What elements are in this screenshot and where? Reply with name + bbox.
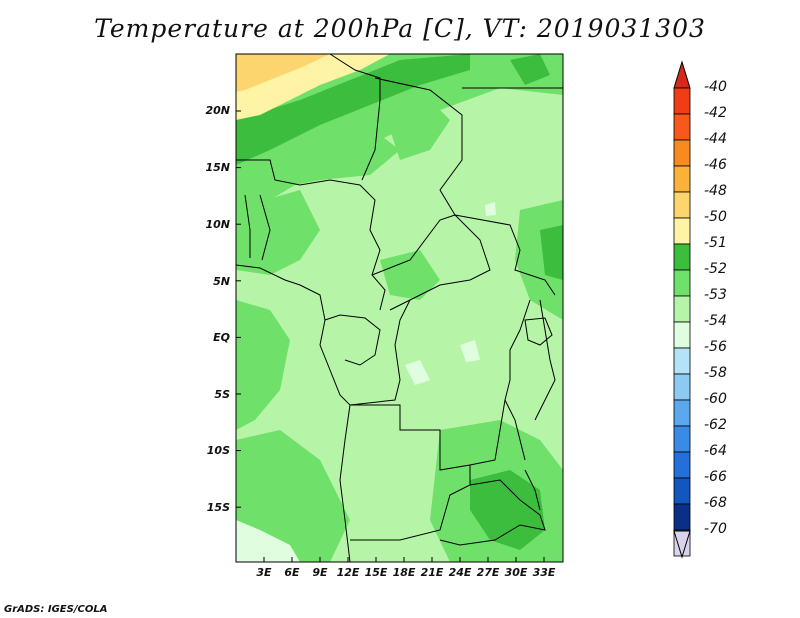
border-gabon-congo xyxy=(324,314,381,366)
colorbar-swatch-minus-51 xyxy=(673,243,691,271)
lon-label-21e: 21E xyxy=(420,566,444,579)
colorbar-swatch-minus-68 xyxy=(673,503,691,531)
colorbar-swatch-minus-54 xyxy=(673,321,691,349)
lake-tanganyika xyxy=(504,399,526,461)
map-frame xyxy=(235,53,564,563)
grads-credit: GrADS: IGES/COLA xyxy=(4,604,108,615)
pocket-south-east xyxy=(470,470,545,550)
country-borders xyxy=(235,53,563,563)
colorbar-arrow-top xyxy=(673,60,691,89)
colorbar-swatch-minus-50 xyxy=(673,217,691,245)
pocket-sahara xyxy=(236,54,470,165)
lat-label-5s: 5S xyxy=(214,388,230,401)
cold-congo xyxy=(460,340,480,362)
border-car xyxy=(371,214,491,311)
lon-label-33e: 33E xyxy=(532,566,556,579)
lat-label-10s: 10S xyxy=(206,444,230,457)
border-angola xyxy=(350,404,471,541)
border-nigeria-cameroon xyxy=(359,184,386,311)
border-niger-nigeria xyxy=(236,159,361,186)
band-nile xyxy=(380,90,450,160)
legend-label-minus-50: -50 xyxy=(704,209,727,225)
legend-label-minus-58: -58 xyxy=(704,365,727,381)
legend-label-minus-70: -70 xyxy=(704,521,727,537)
cold-sw-corner xyxy=(236,520,300,562)
lat-label-10n: 10N xyxy=(205,218,230,231)
lon-label-9e: 9E xyxy=(312,566,328,579)
colorbar-swatch-minus-44 xyxy=(673,139,691,167)
border-south-sudan xyxy=(454,214,556,296)
border-west-africa xyxy=(244,194,271,261)
lon-label-6e: 6E xyxy=(284,566,300,579)
lon-label-18e: 18E xyxy=(392,566,416,579)
legend-label-minus-40: -40 xyxy=(704,79,727,95)
legend-label-minus-64: -64 xyxy=(704,443,727,459)
colorbar-swatch-minus-46 xyxy=(673,165,691,193)
lon-label-24e: 24E xyxy=(448,566,472,579)
legend-label-minus-42: -42 xyxy=(704,105,727,121)
cold-sahel xyxy=(485,202,496,216)
lake-malawi xyxy=(524,469,541,511)
lat-label-5n: 5N xyxy=(213,275,230,288)
legend-label-minus-53: -53 xyxy=(704,287,727,303)
pocket-east xyxy=(540,225,563,280)
legend-label-minus-66: -66 xyxy=(704,469,727,485)
lon-label-3e: 3E xyxy=(256,566,272,579)
colorbar-swatch-minus-62 xyxy=(673,425,691,453)
border-drc-east xyxy=(469,299,531,466)
legend-label-minus-68: -68 xyxy=(704,495,727,511)
pocket-north-east xyxy=(510,54,550,85)
colorbar-swatch-minus-60 xyxy=(673,399,691,427)
legend-label-minus-44: -44 xyxy=(704,131,727,147)
lon-label-30e: 30E xyxy=(504,566,528,579)
map-title: Temperature at 200hPa [C], VT: 201903130… xyxy=(94,14,706,43)
lat-label-15n: 15N xyxy=(205,161,230,174)
colorbar-swatches xyxy=(673,87,691,557)
band-angola xyxy=(236,430,350,562)
legend-label-minus-54: -54 xyxy=(704,313,727,329)
colorbar-swatch-minus-64 xyxy=(673,451,691,479)
lat-label-eq: EQ xyxy=(213,331,230,344)
colorbar-swatch-minus-52 xyxy=(673,269,691,297)
legend-label-minus-48: -48 xyxy=(704,183,727,199)
band-west-coast xyxy=(236,190,320,275)
lon-label-12e: 12E xyxy=(336,566,360,579)
lon-label-27e: 27E xyxy=(476,566,500,579)
border-chad-libya xyxy=(329,53,381,181)
lake-victoria xyxy=(524,317,553,346)
legend-label-minus-56: -56 xyxy=(704,339,727,355)
longitude-ticks xyxy=(263,557,545,562)
cold-patches xyxy=(236,202,496,562)
lat-label-15s: 15S xyxy=(206,501,230,514)
border-east-africa xyxy=(534,299,556,421)
latitude-ticks xyxy=(236,110,241,508)
border-zambia xyxy=(439,479,546,546)
lon-label-15e: 15E xyxy=(364,566,388,579)
border-drc-north xyxy=(349,299,411,406)
colorbar-swatch-minus-66 xyxy=(673,477,691,505)
cold-central xyxy=(405,360,430,385)
colorbar-swatch-minus-56 xyxy=(673,347,691,375)
band-gulf xyxy=(236,300,290,430)
colorbar-arrow-bottom xyxy=(673,530,691,559)
lat-label-20n: 20N xyxy=(205,104,230,117)
colorbar-swatch-minus-48 xyxy=(673,191,691,219)
legend-label-minus-52: -52 xyxy=(704,261,727,277)
legend-label-minus-60: -60 xyxy=(704,391,727,407)
legend-label-minus-62: -62 xyxy=(704,417,727,433)
colorbar-swatch-minus-53 xyxy=(673,295,691,323)
border-sudan xyxy=(374,77,463,216)
colorbar-swatch-minus-58 xyxy=(673,373,691,401)
yellow-region xyxy=(236,54,330,92)
coastline-west xyxy=(235,264,351,563)
warmer-pockets xyxy=(236,54,563,550)
colorbar-swatch-minus-40 xyxy=(673,87,691,115)
colorbar-swatch-minus-42 xyxy=(673,113,691,141)
legend-label-minus-51: -51 xyxy=(704,235,727,251)
legend-label-minus-46: -46 xyxy=(704,157,727,173)
band-central-patch xyxy=(380,250,440,300)
